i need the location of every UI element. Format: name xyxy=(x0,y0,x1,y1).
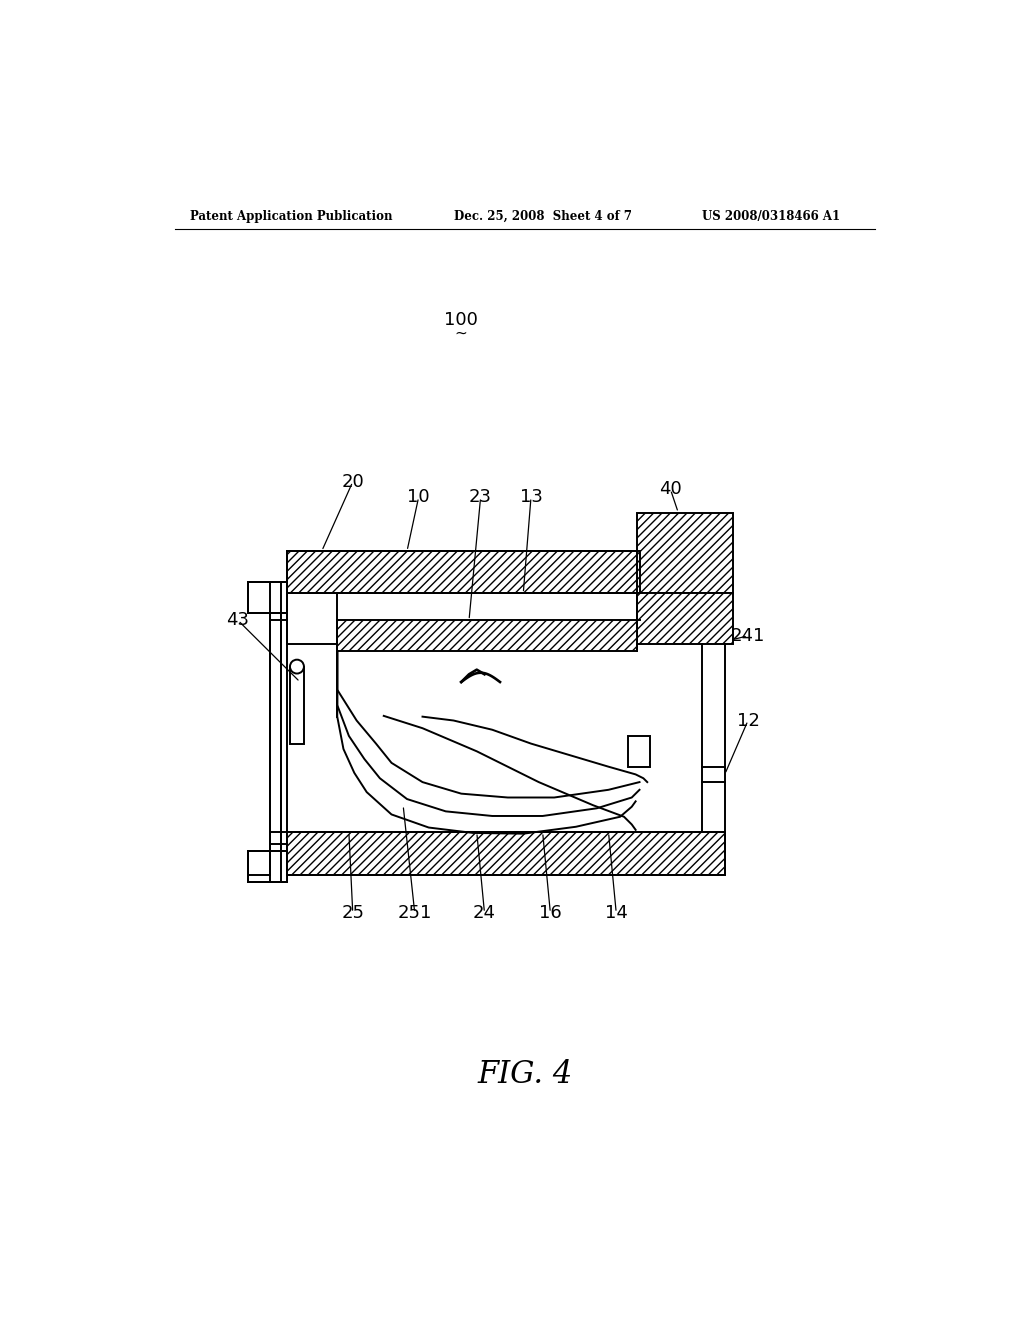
Text: 14: 14 xyxy=(605,904,628,921)
Text: 16: 16 xyxy=(539,904,562,921)
Text: 241: 241 xyxy=(731,627,765,644)
Text: 251: 251 xyxy=(397,904,432,921)
Bar xyxy=(270,582,287,882)
Bar xyxy=(290,667,304,743)
Text: 13: 13 xyxy=(519,488,543,506)
Bar xyxy=(248,582,287,612)
Text: Dec. 25, 2008  Sheet 4 of 7: Dec. 25, 2008 Sheet 4 of 7 xyxy=(454,210,632,223)
Text: 24: 24 xyxy=(473,904,496,921)
Text: 43: 43 xyxy=(226,611,250,630)
Text: ~: ~ xyxy=(455,326,468,341)
Text: 23: 23 xyxy=(469,488,493,506)
Bar xyxy=(248,851,287,882)
Text: FIG. 4: FIG. 4 xyxy=(477,1059,572,1090)
Text: 12: 12 xyxy=(736,711,760,730)
Bar xyxy=(637,594,732,644)
Text: 20: 20 xyxy=(341,473,365,491)
Text: 40: 40 xyxy=(659,480,682,499)
Bar xyxy=(337,620,637,651)
Bar xyxy=(287,832,725,875)
Bar xyxy=(270,612,281,851)
Text: US 2008/0318466 A1: US 2008/0318466 A1 xyxy=(701,210,840,223)
Text: 25: 25 xyxy=(341,904,365,921)
Text: 100: 100 xyxy=(444,312,478,329)
Bar xyxy=(287,552,640,594)
Text: Patent Application Publication: Patent Application Publication xyxy=(190,210,392,223)
Text: 10: 10 xyxy=(408,488,430,506)
Bar xyxy=(628,737,649,767)
Bar xyxy=(637,512,732,594)
Ellipse shape xyxy=(290,660,304,673)
